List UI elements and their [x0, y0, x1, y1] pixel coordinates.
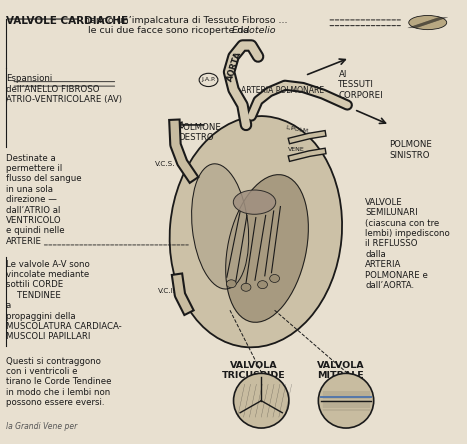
- Text: hanno un’impalcatura di Tessuto Fibroso ...: hanno un’impalcatura di Tessuto Fibroso …: [81, 16, 287, 24]
- Text: V.C.I.: V.C.I.: [157, 289, 176, 294]
- Text: Endotelio: Endotelio: [231, 26, 276, 35]
- Text: VALVOLE CARDIACHE: VALVOLE CARDIACHE: [6, 16, 128, 25]
- Ellipse shape: [258, 281, 268, 289]
- Text: POLMONE
DESTRO: POLMONE DESTRO: [178, 123, 220, 142]
- Circle shape: [318, 373, 374, 428]
- Ellipse shape: [269, 274, 280, 282]
- Ellipse shape: [226, 174, 308, 322]
- Text: VENE: VENE: [288, 147, 304, 152]
- Ellipse shape: [226, 280, 236, 288]
- Ellipse shape: [170, 116, 342, 347]
- Circle shape: [234, 373, 289, 428]
- Text: POLMONE
SINISTRO: POLMONE SINISTRO: [389, 140, 432, 160]
- Text: Questi si contraggono
con i ventricoli e
tirano le Corde Tendinee
in modo che i : Questi si contraggono con i ventricoli e…: [6, 357, 111, 407]
- Ellipse shape: [409, 16, 447, 30]
- Ellipse shape: [234, 190, 276, 214]
- Text: AI
TESSUTI
CORPOREI: AI TESSUTI CORPOREI: [339, 70, 383, 99]
- Text: AORTA: AORTA: [225, 50, 244, 83]
- Text: VALVOLE
SEMILUNARI
(ciascuna con tre
lembi) impediscono
il REFLUSSO
dalla
ARTERI: VALVOLE SEMILUNARI (ciascuna con tre lem…: [365, 198, 450, 290]
- Ellipse shape: [241, 283, 251, 291]
- Text: VALVOLA
TRICUSPIDE: VALVOLA TRICUSPIDE: [222, 361, 285, 381]
- Ellipse shape: [191, 164, 248, 289]
- Text: V.C.S.: V.C.S.: [156, 161, 176, 166]
- Text: VALVOLA
MITRALE: VALVOLA MITRALE: [317, 361, 364, 381]
- Text: Destinate a
permettere il
flusso del sangue
in una sola
direzione —
dall’ATRIO a: Destinate a permettere il flusso del san…: [6, 154, 81, 246]
- Text: ARTERIA POLMONARE: ARTERIA POLMONARE: [241, 86, 324, 95]
- Text: Le valvole A-V sono
vincolate mediante
sottili CORDE
    TENDINEE
a
propaggini d: Le valvole A-V sono vincolate mediante s…: [6, 259, 121, 341]
- Text: L.POLM.: L.POLM.: [285, 126, 311, 135]
- Text: Espansioni
dell’ANELLO FIBROSO
ATRIO-VENTRICOLARE (AV): Espansioni dell’ANELLO FIBROSO ATRIO-VEN…: [6, 74, 122, 104]
- Text: le cui due facce sono ricoperte da: le cui due facce sono ricoperte da: [88, 26, 253, 35]
- Text: la Grandi Vene per: la Grandi Vene per: [6, 422, 77, 432]
- Text: J.A.P.: J.A.P.: [201, 77, 216, 83]
